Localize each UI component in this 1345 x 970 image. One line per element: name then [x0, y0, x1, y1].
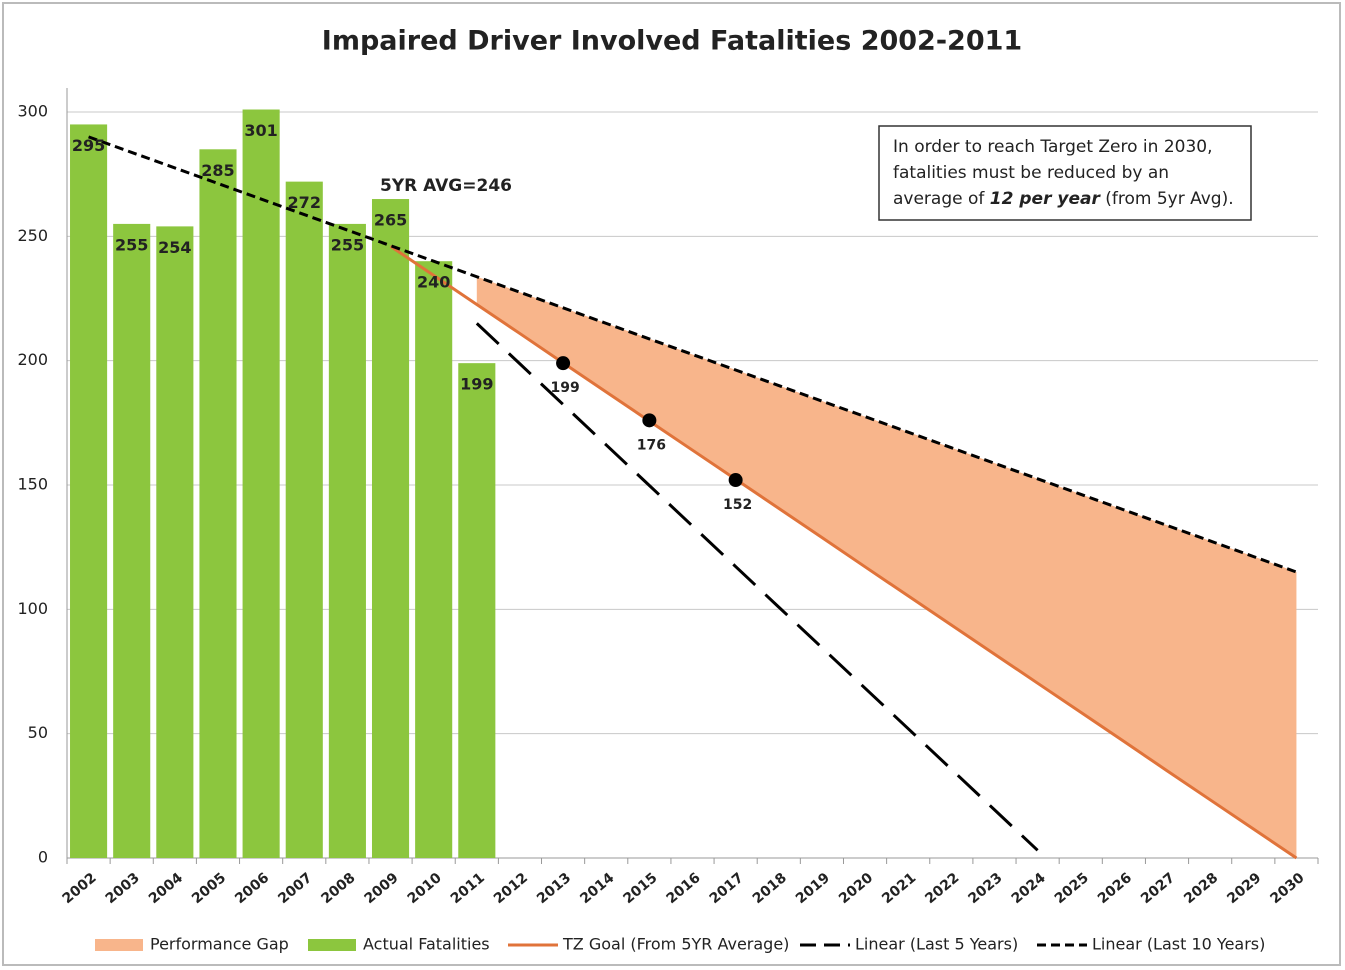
- bar: [70, 124, 108, 858]
- bar-label: 272: [288, 193, 321, 212]
- y-tick-label: 100: [17, 599, 48, 618]
- bar-label: 255: [331, 235, 364, 254]
- legend-label: Linear (Last 5 Years): [855, 935, 1018, 954]
- chart-title: Impaired Driver Involved Fatalities 2002…: [322, 26, 1022, 57]
- y-tick-label: 0: [38, 848, 48, 867]
- y-tick-label: 200: [17, 350, 48, 369]
- y-tick-label: 50: [28, 723, 48, 742]
- bar: [156, 226, 194, 859]
- line-series: [389, 245, 1298, 860]
- note-line: In order to reach Target Zero in 2030,: [893, 137, 1213, 157]
- legend-swatch: [308, 939, 356, 951]
- legend-swatch: [95, 939, 143, 951]
- line-series: [88, 135, 1297, 574]
- legend-label: TZ Goal (From 5YR Average): [562, 935, 789, 954]
- y-tick-label: 300: [17, 102, 48, 121]
- bar: [371, 199, 410, 859]
- bar: [113, 223, 151, 858]
- bar: [458, 363, 496, 858]
- goal-point: [556, 356, 571, 371]
- bar: [285, 181, 323, 859]
- goal-point-label: 152: [723, 497, 752, 513]
- bar: [242, 109, 280, 859]
- bar-label: 285: [201, 161, 234, 180]
- bar-label: 199: [460, 375, 493, 394]
- bar-label: 254: [158, 238, 191, 257]
- note-box: [878, 125, 1252, 221]
- legend-label: Performance Gap: [150, 935, 289, 954]
- goal-point: [642, 413, 657, 428]
- legend-label: Actual Fatalities: [363, 935, 490, 954]
- note-line: average of 12 per year (from 5yr Avg).: [893, 189, 1234, 209]
- y-tick-label: 150: [17, 475, 48, 494]
- y-tick-label: 250: [17, 226, 48, 245]
- annotation: 5YR AVG=246: [380, 176, 512, 196]
- legend-label: Linear (Last 10 Years): [1092, 935, 1265, 954]
- bar-label: 255: [115, 235, 148, 254]
- note-emphasis: 12 per year: [990, 189, 1102, 209]
- bar-label: 301: [244, 121, 277, 140]
- bar-label: 265: [374, 211, 407, 230]
- note-tail: (from 5yr Avg).: [1100, 189, 1234, 209]
- bar-label: 295: [72, 136, 105, 155]
- note-line: fatalities must be reduced by an: [893, 163, 1169, 183]
- bar-label: 240: [417, 273, 450, 292]
- line-series: [475, 322, 1039, 852]
- goal-point: [728, 473, 743, 488]
- goal-point-label: 176: [637, 437, 666, 453]
- bar: [328, 223, 366, 858]
- goal-point-label: 199: [550, 380, 579, 396]
- bar: [199, 149, 237, 859]
- performance-gap-area: [476, 276, 1297, 859]
- bar: [415, 261, 453, 858]
